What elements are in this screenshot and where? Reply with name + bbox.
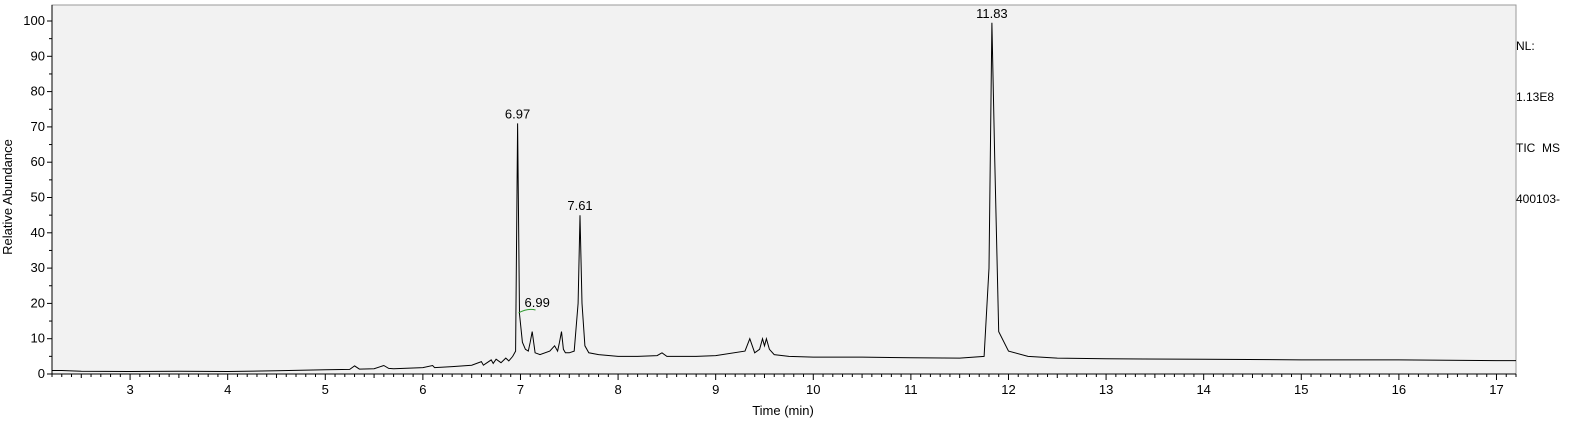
x-tick-label: 13 (1099, 382, 1113, 397)
y-axis: 0 10 20 30 40 50 60 70 80 90 100 (23, 5, 53, 381)
y-tick-label: 70 (31, 119, 45, 134)
y-tick-label: 30 (31, 260, 45, 275)
series-line (52, 22, 1516, 373)
x-tick-label: 3 (126, 382, 133, 397)
nl-label: NL: (1516, 39, 1535, 53)
x-tick-label: 10 (806, 382, 820, 397)
x-tick-label: 17 (1489, 382, 1503, 397)
file-name: 400103- (1516, 192, 1561, 206)
x-tick-label: 11 (904, 382, 918, 397)
y-tick-label: 80 (31, 84, 45, 99)
peak-label: 6.99 (525, 295, 550, 310)
y-tick-label: 100 (23, 13, 45, 28)
trace-info-panel: NL: 1.13E8 TIC MS 400103- (1516, 4, 1560, 225)
peak-label: 7.61 (567, 198, 592, 213)
annotation-leader (518, 308, 536, 314)
x-tick-label: 4 (224, 382, 231, 397)
x-tick-label: 9 (712, 382, 719, 397)
y-tick-label: 90 (31, 48, 45, 63)
y-tick-label: 50 (31, 190, 45, 205)
y-tick-label: 10 (31, 331, 45, 346)
x-tick-label: 8 (614, 382, 621, 397)
x-axis-title: Time (min) (752, 403, 814, 418)
x-tick-label: 16 (1392, 382, 1406, 397)
y-tick-label: 20 (31, 295, 45, 310)
x-tick-label: 14 (1196, 382, 1210, 397)
y-axis-title: Relative Abundance (0, 139, 15, 255)
peak-label: 11.83 (976, 6, 1008, 21)
x-tick-label: 6 (419, 382, 426, 397)
trace-type: TIC MS (1516, 141, 1560, 155)
nl-value: 1.13E8 (1516, 90, 1555, 104)
x-axis: 3 4 5 6 7 8 9 10 11 12 13 14 15 16 17 (51, 373, 1517, 397)
x-tick-label: 7 (517, 382, 524, 397)
x-tick-label: 5 (322, 382, 329, 397)
plot-area (51, 4, 1517, 375)
y-tick-label: 60 (31, 154, 45, 169)
y-tick-label: 0 (38, 366, 45, 381)
x-tick-label: 15 (1294, 382, 1308, 397)
peak-label: 6.97 (505, 106, 530, 121)
peak-annotations: 6.97 6.99 7.61 11.83 (505, 6, 1008, 314)
x-tick-label: 12 (1001, 382, 1015, 397)
y-tick-label: 40 (31, 225, 45, 240)
